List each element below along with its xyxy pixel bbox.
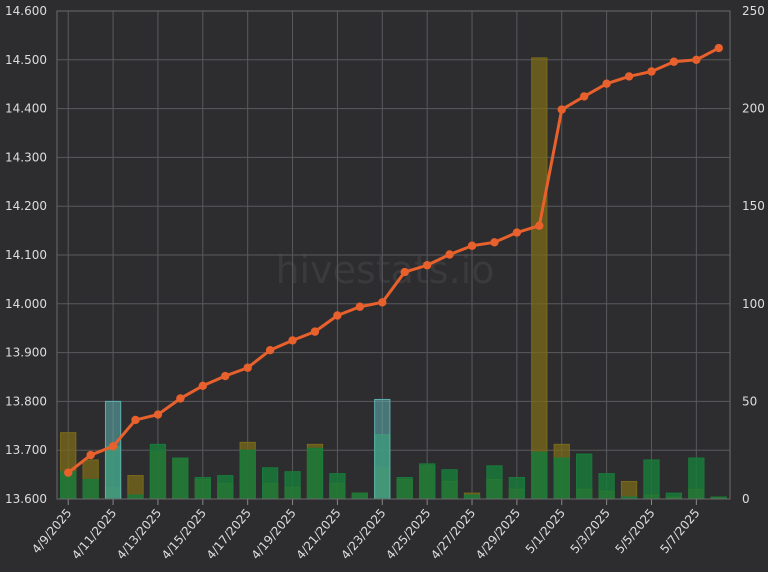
line-point (602, 79, 611, 88)
bar-series-1 (419, 463, 436, 500)
bar-series-1 (553, 457, 570, 500)
line-point (467, 241, 477, 250)
bar-series-0 (620, 480, 638, 500)
line-point (378, 298, 387, 307)
x-tick-label: 5/7/2025 (657, 506, 702, 556)
bar-series-1 (508, 477, 526, 500)
bar-series-1 (127, 494, 144, 500)
x-tick-label: 5/1/2025 (523, 506, 568, 556)
y-right-tick-label: 100 (742, 297, 765, 311)
bar-series-1 (239, 449, 256, 500)
bar-series-1 (329, 473, 346, 500)
line-point (265, 345, 275, 355)
line-point (422, 261, 432, 270)
line-point (131, 415, 140, 425)
line-point (153, 410, 163, 419)
grid (57, 10, 730, 500)
line-point (355, 302, 365, 311)
bar-series-1 (172, 457, 189, 500)
y-left-tick-label: 14.200 (5, 199, 47, 213)
bar-series-1 (149, 443, 167, 500)
x-tick-label: 4/9/2025 (29, 506, 74, 556)
y-left-tick-label: 13.800 (5, 394, 47, 408)
bar-series-1 (82, 478, 99, 500)
y-left-tick-label: 14.000 (5, 297, 47, 311)
x-tick-label: 4/13/2025 (114, 506, 164, 562)
y-left-tick-label: 13.900 (5, 346, 47, 360)
line-point (579, 92, 589, 101)
x-tick-label: 4/17/2025 (204, 506, 254, 562)
line-point (445, 250, 454, 259)
y-left-tick-label: 14.300 (5, 150, 47, 164)
y-left-tick-label: 14.600 (5, 4, 47, 18)
line-point (669, 57, 679, 66)
y-right-tick-label: 200 (742, 102, 765, 116)
bar-series-2 (374, 398, 391, 500)
line-point (333, 311, 342, 320)
line-point (512, 228, 522, 237)
line-point (198, 381, 208, 390)
bar-series-1 (643, 459, 660, 500)
x-tick-label: 4/19/2025 (249, 506, 299, 562)
bar-series-1 (441, 469, 458, 500)
bar-series-1 (351, 492, 368, 500)
y-right-tick-label: 0 (742, 492, 750, 506)
x-tick-label: 4/23/2025 (338, 506, 388, 562)
y-right-tick-label: 50 (742, 394, 757, 408)
x-tick-label: 4/27/2025 (428, 506, 478, 562)
bar-series-1 (531, 451, 548, 500)
bar-series-1 (665, 492, 683, 500)
line-point (624, 72, 634, 81)
x-tick-label: 4/25/2025 (383, 506, 433, 562)
y-left-tick-label: 14.400 (5, 102, 47, 116)
bar-series-1 (576, 453, 593, 500)
y-left-tick-label: 14.500 (5, 53, 47, 67)
bar-series-1 (396, 477, 413, 500)
plot-frame (56, 10, 731, 500)
bar-series-1 (306, 447, 324, 500)
line-point (714, 43, 723, 53)
line-point (86, 450, 95, 460)
y-right-tick-label: 150 (742, 199, 765, 213)
line-point (692, 55, 701, 64)
line-point (535, 221, 544, 230)
line-point (310, 327, 320, 336)
bar-series-1 (486, 465, 503, 500)
line-point (176, 394, 185, 403)
x-tick-label: 5/5/2025 (612, 506, 657, 556)
bar-series-1 (217, 475, 234, 500)
line-point (400, 267, 409, 277)
line-series (64, 43, 723, 477)
bars (60, 57, 727, 500)
x-tick-label: 4/15/2025 (159, 506, 209, 562)
line-point (221, 371, 230, 381)
line-point (64, 468, 73, 477)
bar-series-1 (261, 467, 279, 500)
bar-series-0 (531, 57, 548, 500)
line-point (490, 238, 499, 247)
line-point (243, 363, 252, 372)
line-point (557, 105, 566, 114)
x-tick-label: 5/3/2025 (568, 506, 613, 556)
x-tick-label: 4/29/2025 (473, 506, 523, 562)
bar-series-1 (463, 494, 481, 500)
bar-series-1 (598, 473, 615, 500)
bar-series-1 (284, 471, 301, 500)
bar-series-1 (688, 457, 705, 500)
y-left-tick-label: 13.700 (5, 443, 47, 457)
y-right-tick-label: 250 (742, 4, 765, 18)
y-left-tick-label: 13.600 (5, 492, 47, 506)
line-point (108, 442, 118, 451)
bar-series-1 (194, 477, 211, 500)
y-left-tick-label: 14.100 (5, 248, 47, 262)
x-tick-label: 4/11/2025 (69, 506, 119, 562)
line-point (647, 67, 656, 76)
line-point (288, 336, 297, 345)
x-tick-label: 4/21/2025 (293, 506, 343, 562)
